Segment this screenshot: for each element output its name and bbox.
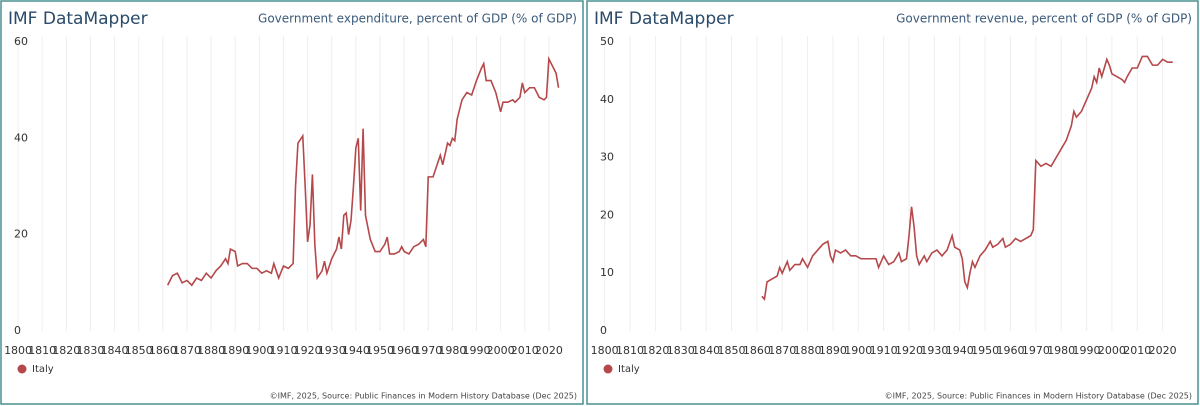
x-tick-label: 1850 [125, 344, 153, 357]
y-tick-label: 40 [600, 93, 614, 106]
panel-border [586, 0, 1199, 405]
panel-border [0, 0, 584, 405]
x-tick-label: 1900 [844, 344, 872, 357]
x-tick-label: 1810 [616, 344, 644, 357]
x-tick-label: 1980 [1047, 344, 1075, 357]
chart-title: Government revenue, percent of GDP (% of… [896, 12, 1192, 26]
legend-marker [603, 364, 613, 374]
y-tick-label: 50 [600, 35, 614, 48]
y-tick-label: 0 [14, 324, 21, 337]
x-tick-label: 1890 [221, 344, 249, 357]
legend-marker [17, 364, 27, 374]
y-tick-label: 30 [600, 151, 614, 164]
x-tick-label: 2020 [1149, 344, 1177, 357]
x-tick-label: 1870 [173, 344, 201, 357]
x-tick-label: 1820 [52, 344, 80, 357]
x-tick-label: 1960 [390, 344, 418, 357]
source: ©IMF, 2025, Source: Public Finances in M… [270, 392, 577, 401]
x-tick-label: 1920 [895, 344, 923, 357]
x-tick-label: 1800 [4, 344, 32, 357]
x-tick-label: 1870 [768, 344, 796, 357]
x-tick-label: 1970 [1022, 344, 1050, 357]
y-tick-label: 40 [14, 131, 28, 144]
x-tick-label: 1910 [269, 344, 297, 357]
x-tick-label: 1950 [366, 344, 394, 357]
y-tick-label: 20 [600, 208, 614, 221]
x-tick-label: 1990 [1073, 344, 1101, 357]
x-tick-label: 1900 [245, 344, 273, 357]
legend-label: Italy [618, 364, 640, 375]
x-tick-label: 1940 [946, 344, 974, 357]
legend-label: Italy [32, 364, 54, 375]
x-tick-label: 2010 [511, 344, 539, 357]
x-tick-label: 1880 [794, 344, 822, 357]
x-tick-label: 1990 [462, 344, 490, 357]
x-tick-label: 1980 [438, 344, 466, 357]
x-tick-label: 1850 [717, 344, 745, 357]
x-tick-label: 1940 [342, 344, 370, 357]
y-tick-label: 60 [14, 35, 28, 48]
x-tick-label: 1830 [76, 344, 104, 357]
x-tick-label: 1820 [641, 344, 669, 357]
x-tick-label: 1960 [996, 344, 1024, 357]
y-tick-label: 10 [600, 266, 614, 279]
source: ©IMF, 2025, Source: Public Finances in M… [885, 392, 1192, 401]
x-tick-label: 1860 [743, 344, 771, 357]
x-tick-label: 1840 [692, 344, 720, 357]
chart-title: Government expenditure, percent of GDP (… [258, 12, 577, 26]
x-tick-label: 1930 [920, 344, 948, 357]
x-tick-label: 2000 [1098, 344, 1126, 357]
x-tick-label: 1810 [28, 344, 56, 357]
brand: IMF DataMapper [8, 9, 148, 29]
x-tick-label: 2020 [535, 344, 563, 357]
x-tick-label: 2010 [1123, 344, 1151, 357]
x-tick-label: 1920 [294, 344, 322, 357]
line [166, 55, 560, 287]
x-tick-label: 1970 [414, 344, 442, 357]
x-tick-label: 1830 [667, 344, 695, 357]
x-tick-label: 1840 [101, 344, 129, 357]
x-tick-label: 1890 [819, 344, 847, 357]
y-tick-label: 20 [14, 228, 28, 241]
x-tick-label: 1950 [971, 344, 999, 357]
line [761, 55, 1173, 302]
x-tick-label: 1860 [149, 344, 177, 357]
x-tick-label: 1910 [870, 344, 898, 357]
x-tick-label: 1800 [591, 344, 619, 357]
x-tick-label: 2000 [487, 344, 515, 357]
x-tick-label: 1880 [197, 344, 225, 357]
x-tick-label: 1930 [318, 344, 346, 357]
brand: IMF DataMapper [594, 9, 734, 29]
y-tick-label: 0 [600, 324, 607, 337]
